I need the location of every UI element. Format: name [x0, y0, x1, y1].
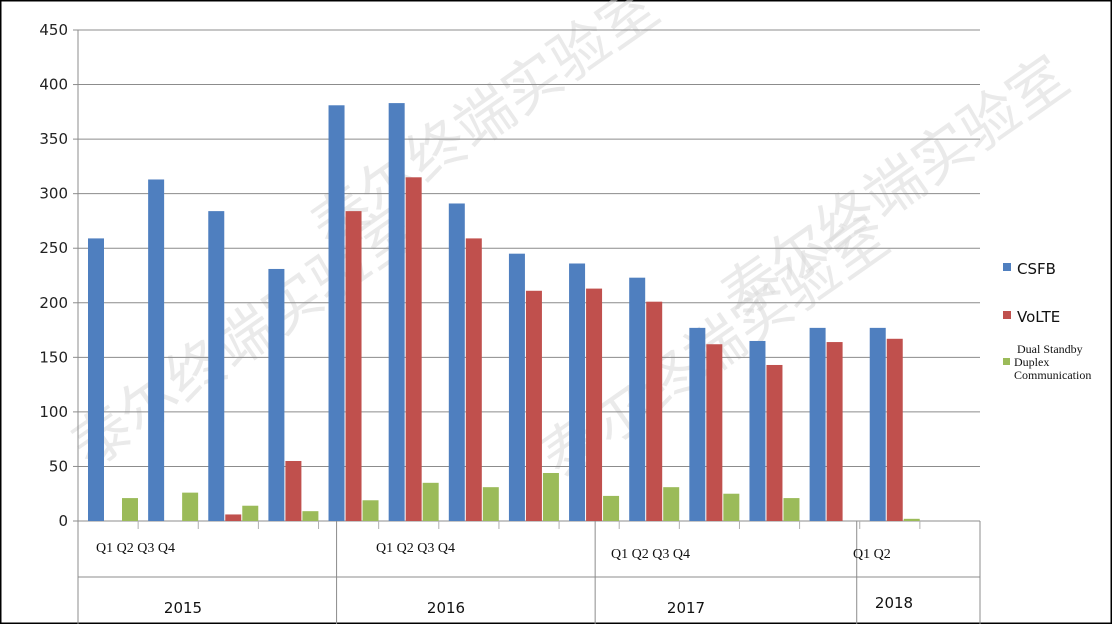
bar-volte [405, 177, 422, 522]
legend-label: VoLTE [1017, 308, 1060, 326]
quarter-label: Q1 Q2 Q3 Q4 [376, 541, 455, 556]
y-axis: 0 50 100 150 200 250 300 350 400 450 [39, 21, 79, 531]
legend-swatch [1003, 358, 1010, 365]
year-label: 2017 [667, 599, 705, 617]
category-axis: Q1 Q2 Q3 Q4 Q1 Q2 Q3 Q4 Q1 Q2 Q3 Q4 Q1 Q2 20… [77, 521, 981, 624]
bar-volte [586, 288, 603, 521]
legend-label: Dual Standby Duplex Communication [1014, 342, 1091, 382]
legend-swatch [1003, 311, 1011, 319]
bar-csfb [869, 327, 886, 521]
y-tick-label: 100 [39, 403, 68, 421]
bar-csfb [388, 103, 405, 522]
bar-volte [345, 211, 362, 521]
bar-csfb [88, 238, 104, 521]
bar-csfb [749, 340, 766, 521]
bar-volte [646, 301, 663, 521]
bar-csfb [268, 268, 285, 521]
bar-dual-standby-duplex-communication [422, 482, 439, 521]
bar-csfb [629, 277, 646, 521]
bar-dual-standby-duplex-communication [542, 472, 559, 521]
bar-csfb [148, 179, 165, 521]
year-label: 2018 [875, 594, 913, 612]
bar-dual-standby-duplex-communication [663, 487, 680, 521]
bar-dual-standby-duplex-communication [302, 511, 319, 521]
bar-csfb [809, 327, 826, 521]
bar-dual-standby-duplex-communication [603, 495, 620, 521]
bar-csfb [328, 105, 345, 521]
quarter-label: Q1 Q2 Q3 Q4 [96, 541, 175, 556]
bar-volte [525, 290, 542, 521]
bar-volte [225, 514, 242, 521]
legend: CSFB VoLTE Dual Standby Duplex Communication [1003, 260, 1091, 382]
legend-label: CSFB [1017, 260, 1056, 278]
bar-csfb [448, 203, 465, 521]
bar-dual-standby-duplex-communication [122, 498, 138, 521]
bar-dual-standby-duplex-communication [242, 505, 259, 521]
y-tick-label: 200 [39, 294, 68, 312]
bar-volte [826, 342, 843, 521]
bars [88, 103, 920, 522]
bar-csfb [208, 211, 225, 521]
bar-dual-standby-duplex-communication [182, 492, 199, 521]
y-tick-label: 150 [39, 348, 68, 366]
bar-volte [465, 238, 482, 521]
bar-dual-standby-duplex-communication [903, 518, 920, 521]
y-tick-label: 50 [49, 457, 68, 475]
bar-volte [766, 364, 783, 521]
y-tick-label: 250 [39, 239, 68, 257]
bar-csfb [508, 253, 525, 521]
quarter-label: Q1 Q2 [853, 547, 891, 562]
bar-volte [285, 460, 302, 521]
y-tick-label: 400 [39, 76, 68, 94]
year-label: 2016 [427, 599, 465, 617]
year-label: 2015 [164, 599, 202, 617]
bar-csfb [689, 327, 706, 521]
bar-dual-standby-duplex-communication [482, 487, 499, 521]
y-tick-label: 450 [39, 21, 68, 39]
y-tick-label: 0 [58, 512, 68, 530]
quarter-label: Q1 Q2 Q3 Q4 [611, 547, 690, 562]
bar-volte [706, 344, 723, 521]
y-tick-label: 300 [39, 185, 68, 203]
legend-swatch [1003, 263, 1011, 271]
bar-volte [886, 338, 903, 521]
y-tick-label: 350 [39, 130, 68, 148]
bar-dual-standby-duplex-communication [362, 500, 379, 521]
bar-dual-standby-duplex-communication [723, 493, 740, 521]
bar-dual-standby-duplex-communication [783, 498, 800, 521]
bar-csfb [569, 263, 586, 521]
